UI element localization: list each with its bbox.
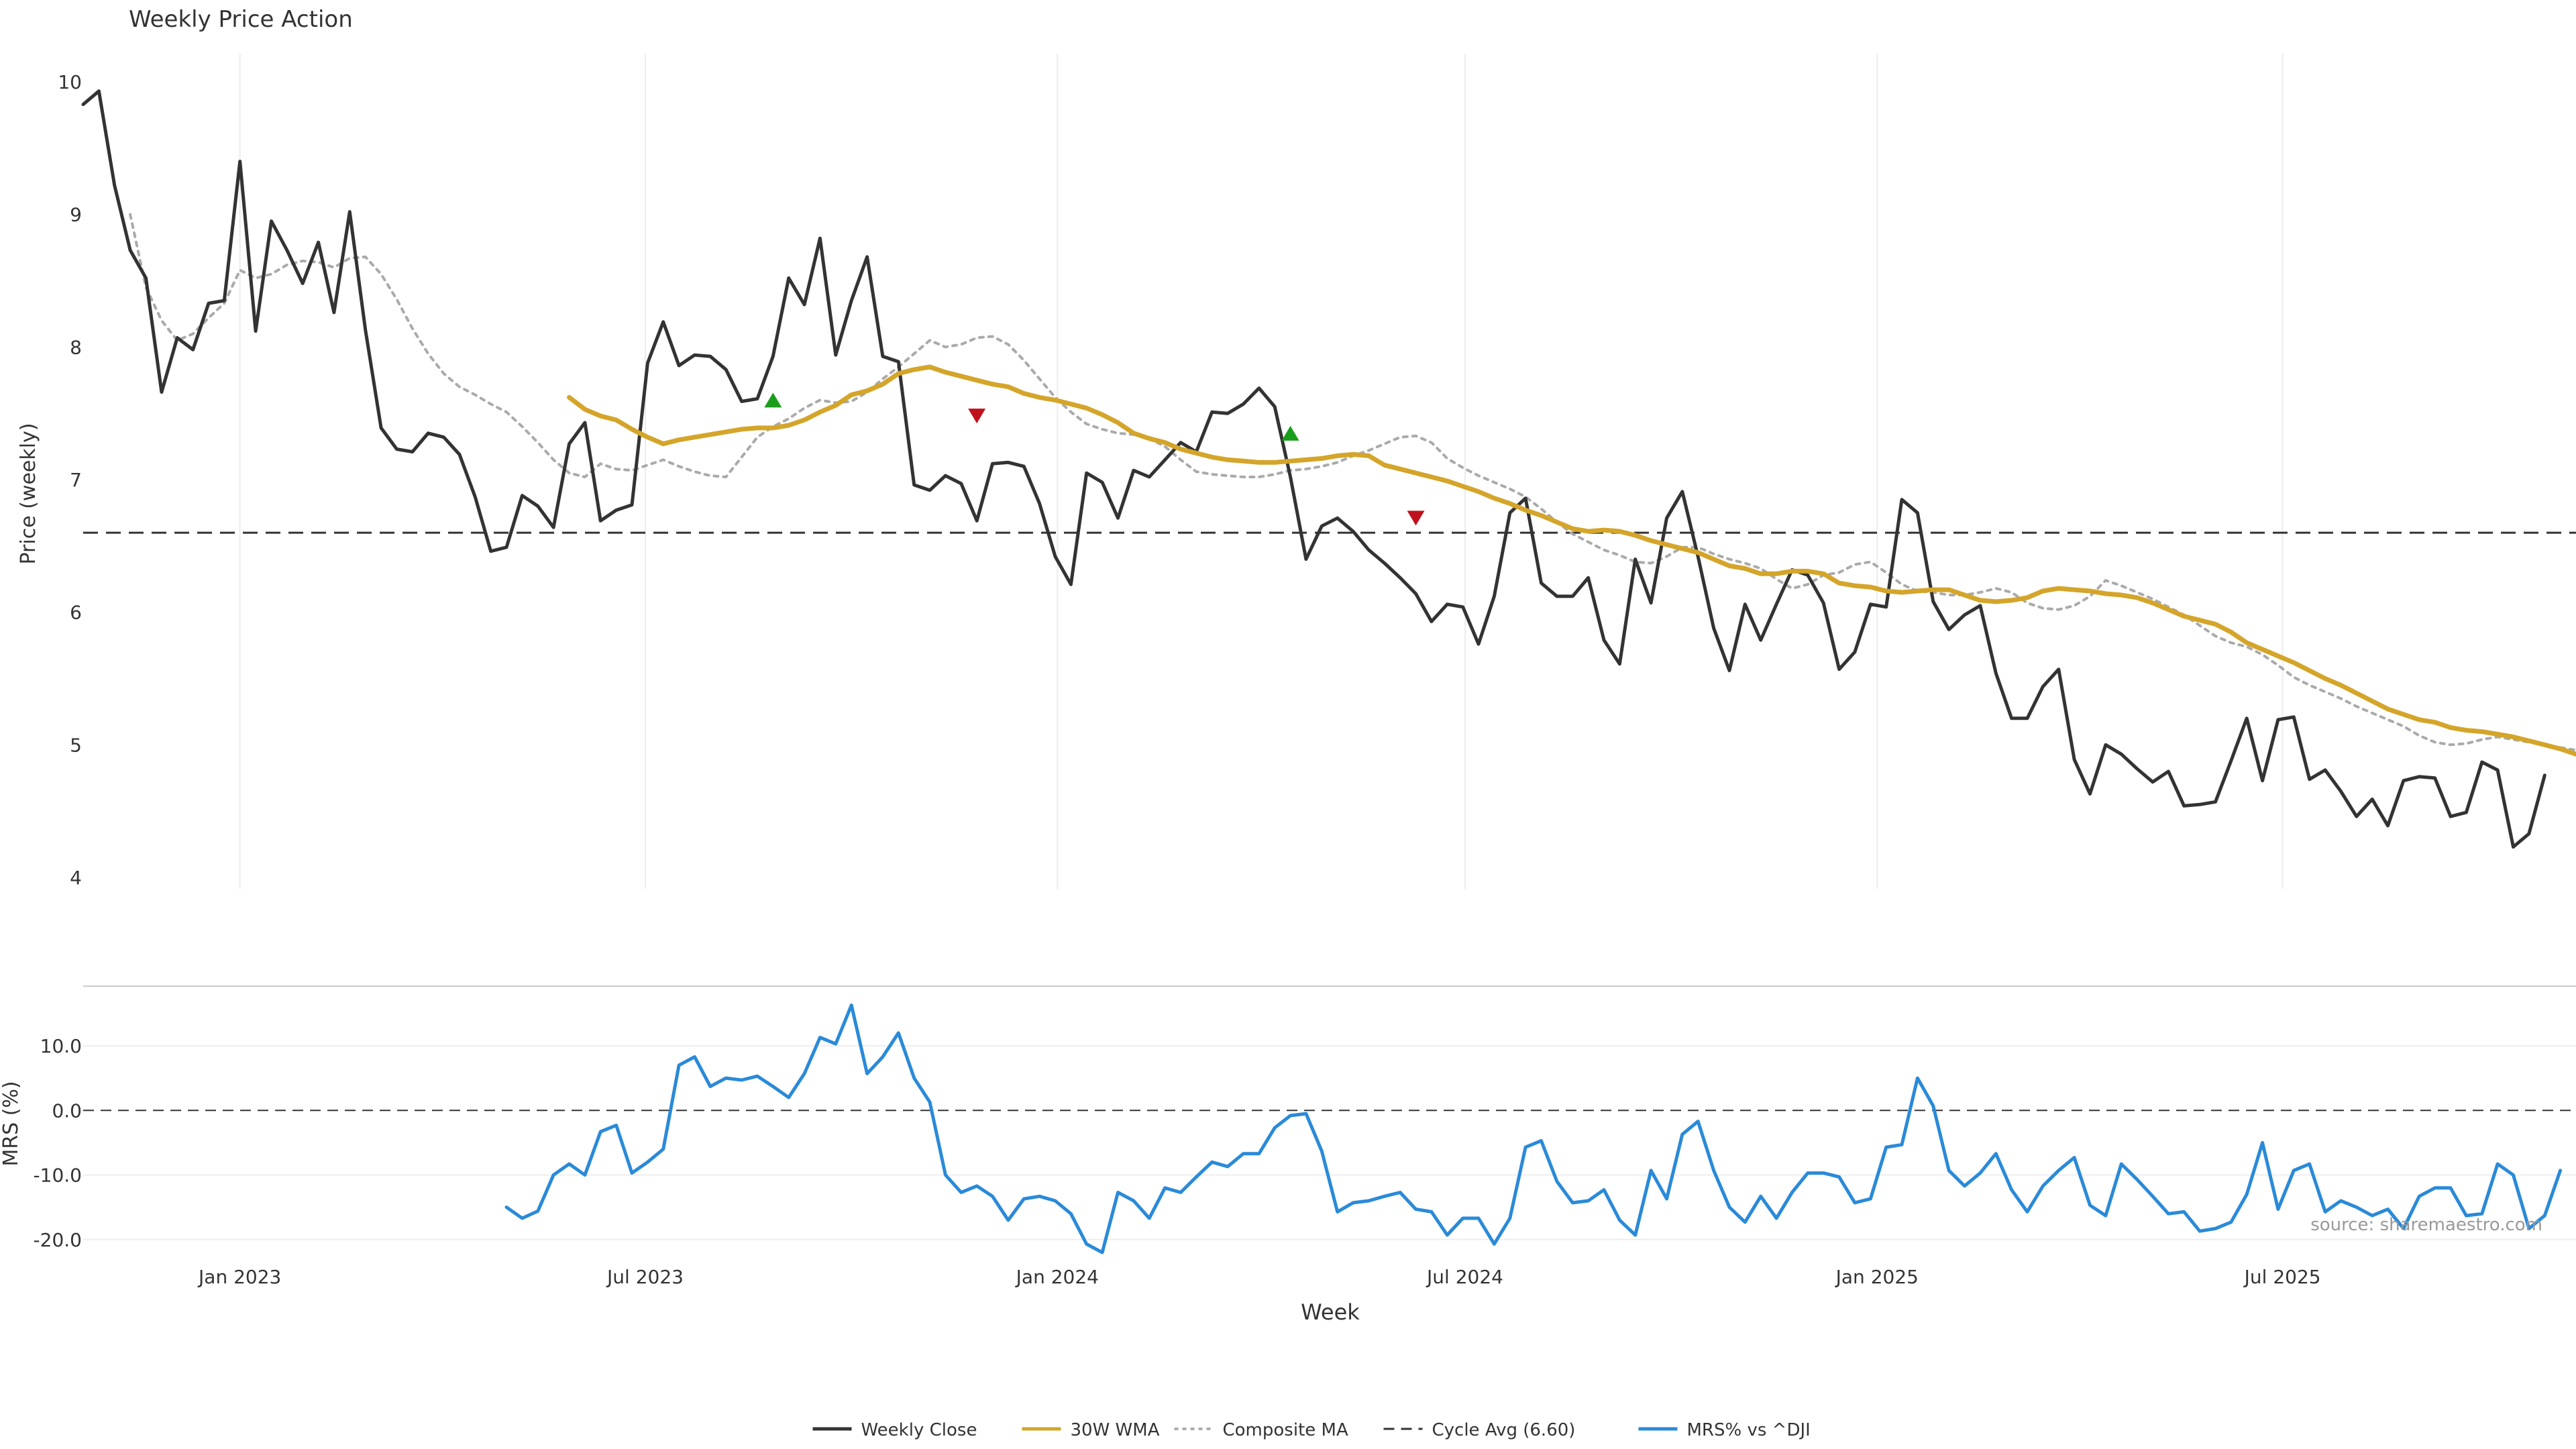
buy-signal-marker xyxy=(1281,425,1299,441)
sell-signal-marker xyxy=(968,409,986,424)
x-tick-label: Jan 2023 xyxy=(197,1266,281,1288)
mrs-tick-label: -20.0 xyxy=(34,1229,82,1251)
price-tick-label: 6 xyxy=(70,602,82,624)
mrs-tick-label: -10.0 xyxy=(34,1165,82,1187)
price-tick-label: 4 xyxy=(70,867,82,889)
series-weekly-close xyxy=(81,89,2546,849)
price-tick-label: 8 xyxy=(70,336,82,358)
mrs-series xyxy=(504,1003,2563,1254)
x-tick-label: Jan 2025 xyxy=(1835,1266,1919,1288)
x-axis-ticks: Jan 2023 Jul 2023 Jan 2024 Jul 2024 Jan 2025… xyxy=(197,1266,2321,1288)
legend-label-composite-ma: Composite MA xyxy=(1223,1420,1348,1440)
chart-legend: Weekly Close 30W WMA Composite MA Cycle Avg… xyxy=(812,1420,1811,1440)
mrs-panel-grid xyxy=(83,1045,2576,1240)
price-panel-grid xyxy=(239,54,2284,889)
signal-markers xyxy=(764,392,1425,526)
series-mrs-vs-dji xyxy=(504,1003,2563,1254)
price-axis-label: Price (weekly) xyxy=(17,423,40,564)
x-tick-label: Jul 2023 xyxy=(606,1266,684,1288)
chart-title: Weekly Price Action xyxy=(129,6,353,33)
price-tick-label: 9 xyxy=(70,204,82,226)
price-series xyxy=(81,89,2576,849)
legend-label-cycle-avg-6-60: Cycle Avg (6.60) xyxy=(1432,1420,1576,1440)
mrs-tick-label: 0.0 xyxy=(52,1099,82,1122)
legend-label-mrs-vs-dji: MRS% vs ^DJI xyxy=(1687,1420,1811,1440)
sell-signal-marker xyxy=(1407,511,1425,526)
x-axis-label: Week xyxy=(1301,1299,1360,1325)
price-y-ticks: 4 5 6 7 8 9 10 xyxy=(58,71,82,889)
source-watermark: source: sharemaestro.com xyxy=(2310,1215,2542,1235)
price-tick-label: 10 xyxy=(58,71,82,93)
mrs-tick-label: 10.0 xyxy=(40,1035,82,1057)
legend-label-weekly-close: Weekly Close xyxy=(861,1420,977,1440)
mrs-y-ticks: -20.0 -10.0 0.0 10.0 xyxy=(34,1035,82,1251)
buy-signal-marker xyxy=(764,392,782,408)
x-tick-label: Jan 2024 xyxy=(1015,1266,1099,1288)
series-composite-ma xyxy=(129,213,2576,752)
price-tick-label: 5 xyxy=(70,734,82,756)
price-tick-label: 7 xyxy=(70,469,82,491)
legend-label-30w-wma: 30W WMA xyxy=(1071,1420,1160,1440)
x-tick-label: Jul 2025 xyxy=(2243,1266,2321,1288)
x-tick-label: Jul 2024 xyxy=(1426,1266,1503,1288)
series-30w-wma xyxy=(567,364,2576,757)
mrs-axis-label: MRS (%) xyxy=(0,1081,23,1166)
